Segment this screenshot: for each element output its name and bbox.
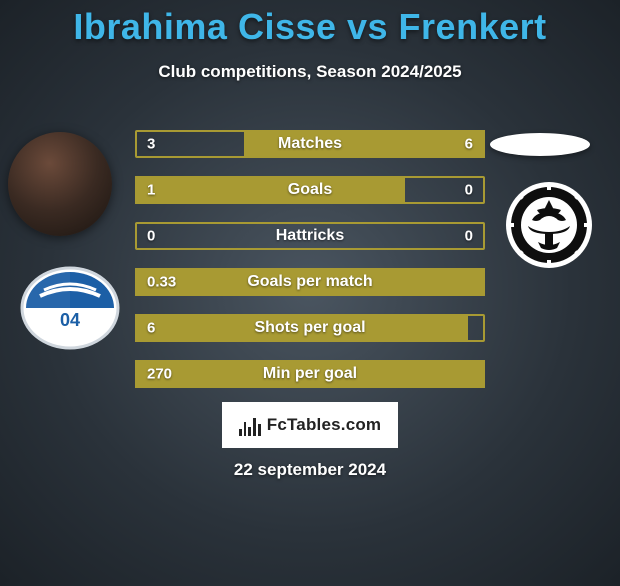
club-left-logo: 04 (20, 266, 120, 350)
bar-row: Matches3 6 (135, 130, 485, 158)
bar-row: Min per goal270 (135, 360, 485, 388)
subtitle: Club competitions, Season 2024/2025 (0, 62, 620, 82)
bar-row: Shots per goal6 (135, 314, 485, 342)
bar-label: Goals (135, 181, 485, 199)
player-right-avatar (490, 133, 590, 156)
svg-text:04: 04 (60, 310, 80, 330)
bar-left-value: 0.33 (147, 274, 176, 291)
bar-left-value: 0 (147, 228, 155, 245)
bar-row: Hattricks0 0 (135, 222, 485, 250)
bar-label: Goals per match (135, 273, 485, 291)
bar-left-value: 1 (147, 182, 155, 199)
brand-badge: FcTables.com (222, 402, 398, 448)
bar-right-value: 6 (465, 136, 473, 153)
chart-icon (239, 414, 261, 436)
bar-right-value: 0 (465, 182, 473, 199)
bar-label: Hattricks (135, 227, 485, 245)
bar-left-value: 6 (147, 320, 155, 337)
date-line: 22 september 2024 (0, 460, 620, 480)
player-left-avatar (8, 132, 112, 236)
club-right-logo (506, 182, 592, 268)
brand-text: FcTables.com (267, 415, 382, 435)
bar-right-value: 0 (465, 228, 473, 245)
bar-row: Goals per match0.33 (135, 268, 485, 296)
bar-label: Shots per goal (135, 319, 485, 337)
page-title: Ibrahima Cisse vs Frenkert (0, 6, 620, 48)
bar-label: Matches (135, 135, 485, 153)
bar-row: Goals1 0 (135, 176, 485, 204)
comparison-bars: Matches36Goals10Hattricks00Goals per mat… (135, 130, 485, 406)
bar-left-value: 3 (147, 136, 155, 153)
bar-left-value: 270 (147, 366, 172, 383)
bar-label: Min per goal (135, 365, 485, 383)
